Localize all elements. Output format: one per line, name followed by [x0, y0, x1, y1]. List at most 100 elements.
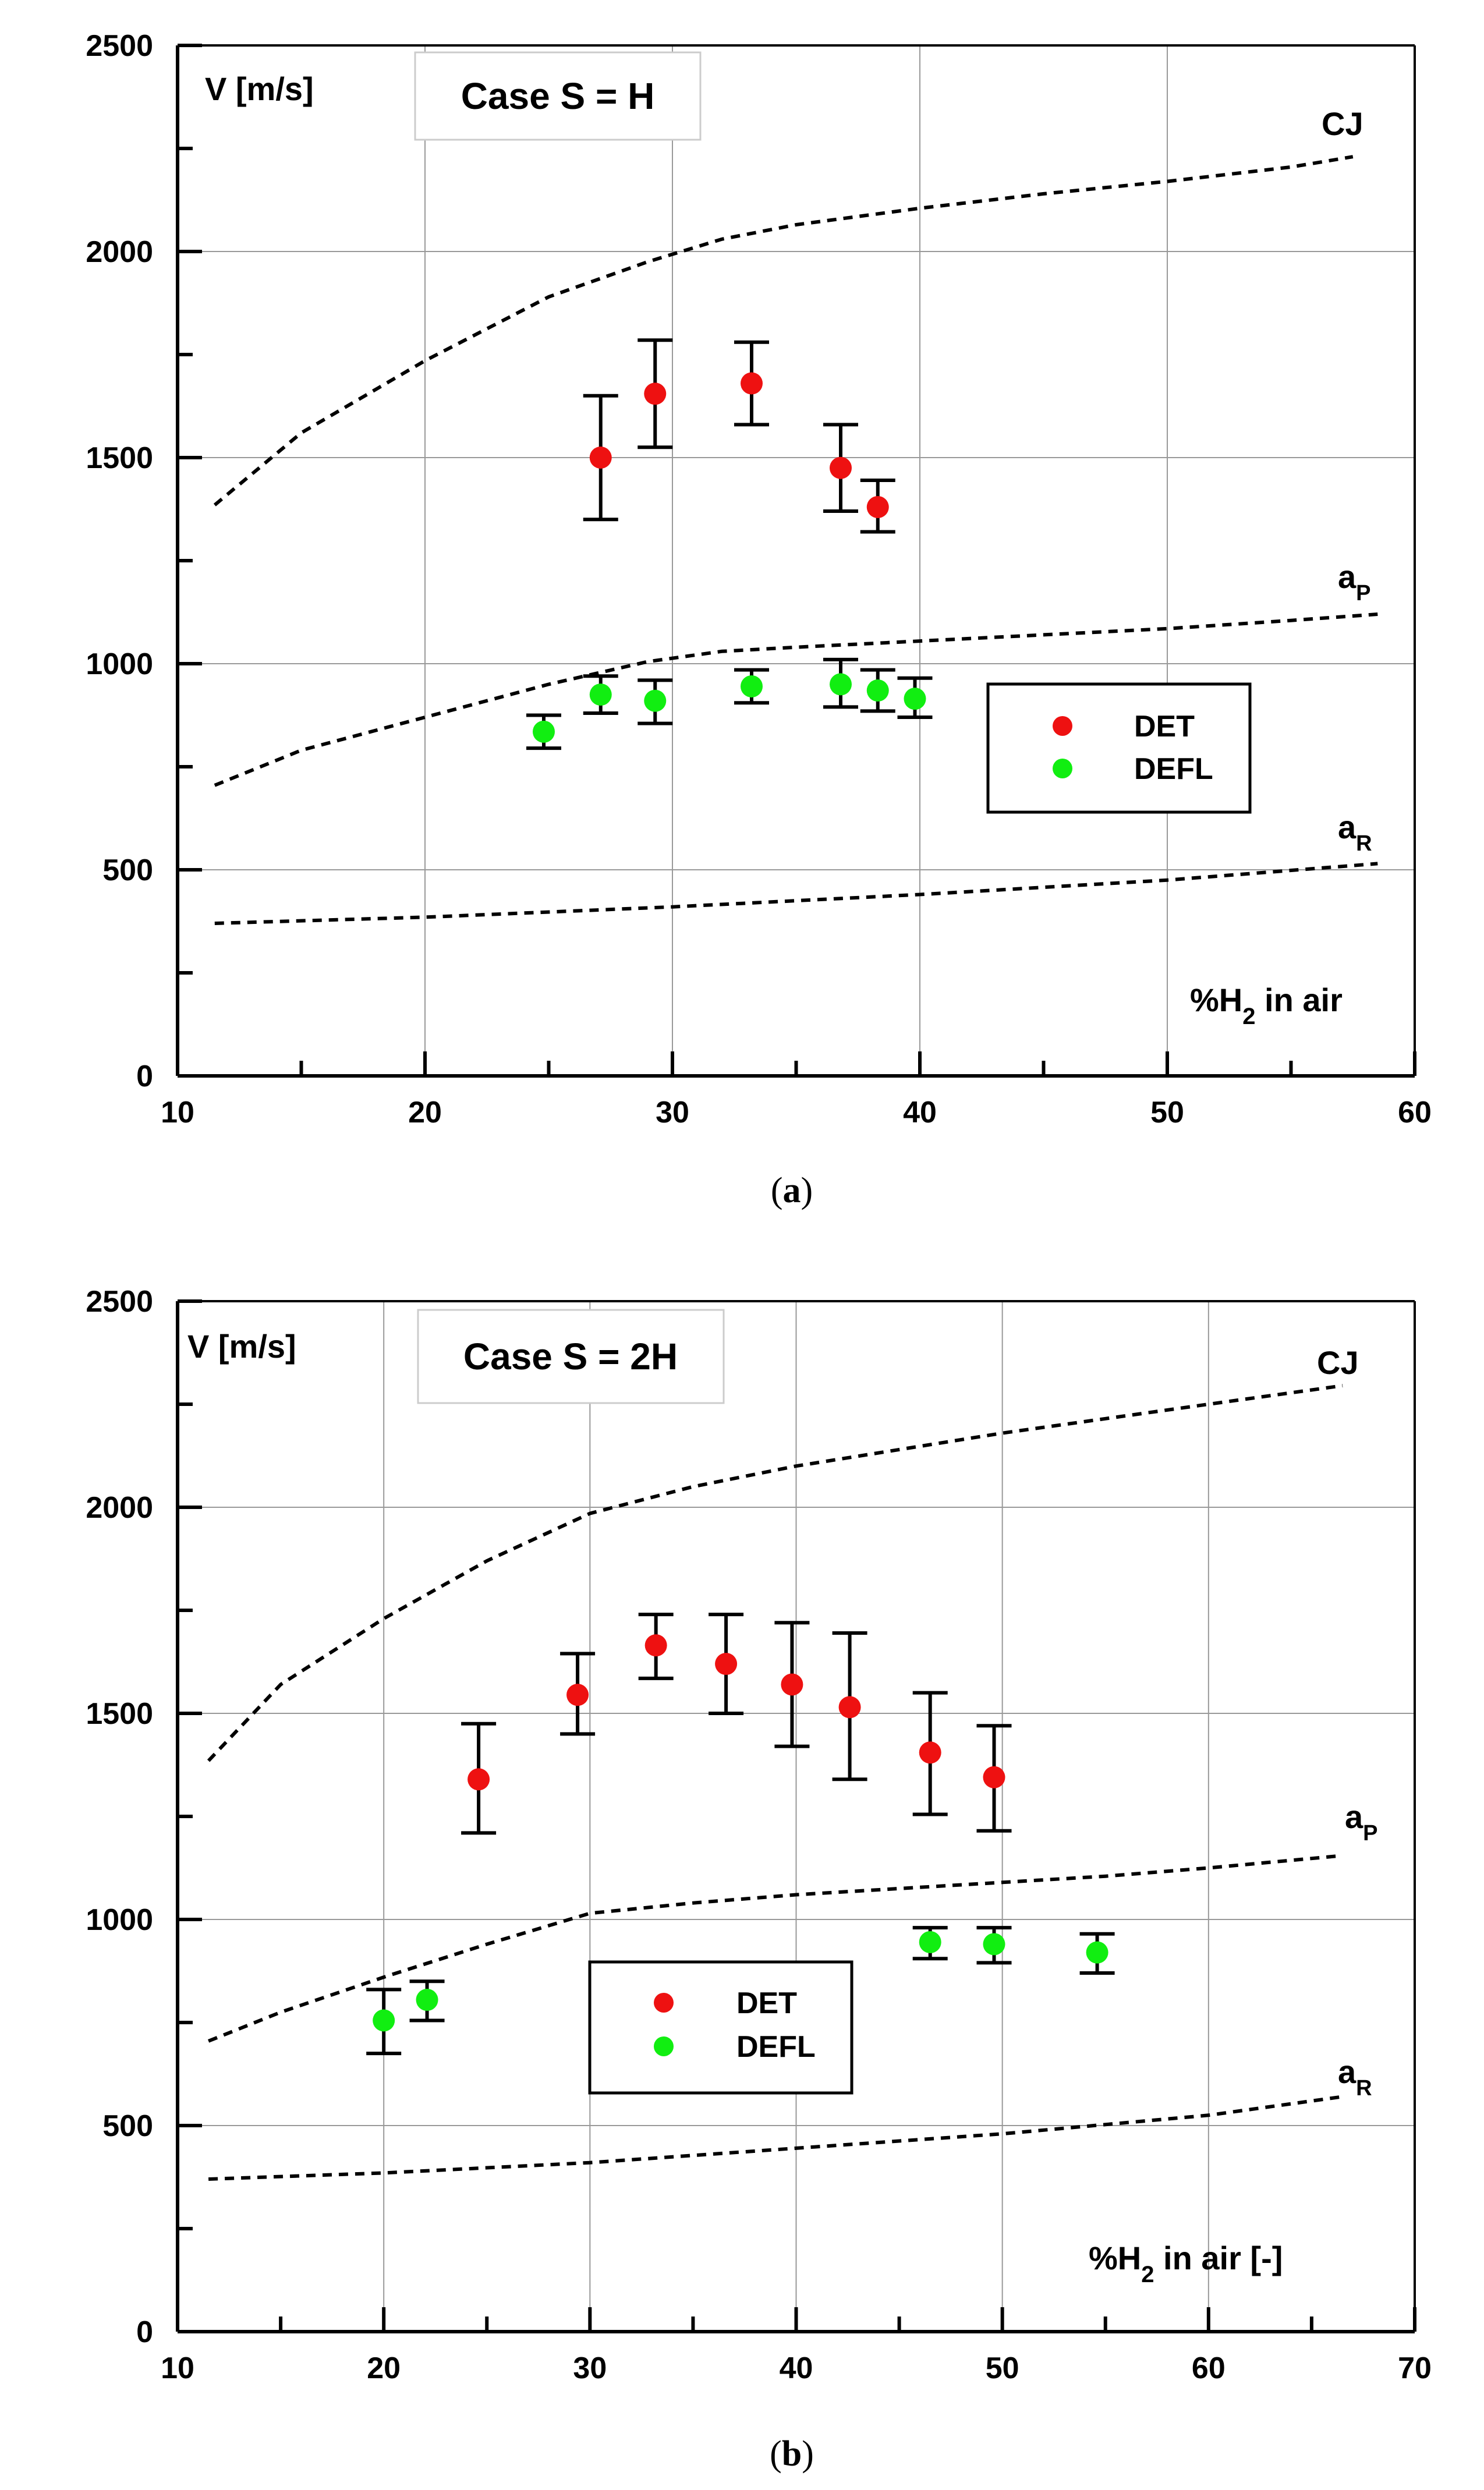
legend-defl-label: DEFL	[736, 2030, 816, 2064]
point-defl	[983, 1933, 1005, 1956]
data-points	[373, 1634, 1108, 2032]
y-tick-label: 2000	[86, 235, 153, 269]
x-tick-label: 20	[367, 2351, 401, 2385]
y-tick-label: 1000	[86, 1903, 153, 1937]
curve-ap	[214, 612, 1378, 787]
point-det	[919, 1741, 941, 1764]
point-det	[866, 495, 889, 518]
point-det	[830, 456, 852, 479]
curve-label-ar: aR	[1338, 809, 1372, 856]
gridlines	[178, 45, 1415, 1076]
x-axis-label: %H2 in air [-]	[1089, 2240, 1283, 2287]
point-defl	[1086, 1941, 1108, 1964]
x-tick-label: 60	[1192, 2351, 1226, 2385]
x-axis-label-sub: 2	[1242, 1004, 1255, 1029]
legend-det-marker	[1053, 716, 1072, 736]
point-det	[741, 372, 763, 395]
x-axis-label-suffix: in air	[1255, 982, 1342, 1018]
x-axis-label: %H2 in air	[1190, 982, 1343, 1029]
theory-curves	[213, 155, 1378, 925]
y-tick-label: 500	[102, 853, 153, 887]
point-det	[983, 1766, 1005, 1788]
case-title: Case S = 2H	[463, 1336, 678, 1377]
y-tick-label: 1000	[86, 647, 153, 681]
legend: DET DEFL	[588, 1960, 853, 2095]
legend: DET DEFL	[986, 682, 1252, 814]
curve-label-ap: aP	[1345, 1798, 1378, 1846]
annotations: V [m/s] Case S = H %H2 in air CJ aP aR	[205, 51, 1372, 1029]
case-title: Case S = H	[461, 75, 655, 117]
y-tick-label: 1500	[86, 441, 153, 475]
point-defl	[919, 1931, 941, 1953]
point-det	[838, 1696, 861, 1719]
data-points	[533, 372, 926, 743]
case-box	[414, 51, 702, 141]
y-tick-label: 1500	[86, 1697, 153, 1731]
x-tick-label: 30	[656, 1096, 689, 1129]
legend-defl-marker	[654, 2036, 674, 2056]
point-defl	[416, 1989, 438, 2011]
legend-box	[986, 682, 1252, 814]
point-det	[781, 1673, 803, 1696]
axes	[176, 44, 1416, 1078]
caption-a: (a)	[771, 1171, 813, 1210]
point-defl	[741, 675, 763, 697]
point-det	[467, 1768, 490, 1791]
curve-cj	[207, 1384, 1343, 1762]
legend-det-label: DET	[1134, 710, 1195, 743]
y-tick-label: 2000	[86, 1491, 153, 1525]
curve-cj	[213, 155, 1354, 506]
point-det	[566, 1684, 589, 1706]
point-det	[589, 447, 612, 469]
x-tick-label: 10	[161, 1096, 194, 1129]
curve-label-cj: CJ	[1322, 105, 1363, 142]
point-defl	[830, 673, 852, 696]
x-axis-label-suffix: in air [-]	[1154, 2240, 1283, 2276]
x-tick-label: 10	[161, 2351, 194, 2385]
x-tick-label: 40	[780, 2351, 813, 2385]
tick-labels: 10 20 30 40 50 60 70 0 500 1000 1500 2000 2500	[86, 1285, 1432, 2385]
x-axis-label-main: %H	[1089, 2240, 1141, 2276]
x-tick-label: 50	[986, 2351, 1019, 2385]
curve-ap	[207, 1854, 1343, 2043]
curve-label-cj: CJ	[1317, 1344, 1359, 1381]
curve-label-ap: aP	[1338, 558, 1371, 605]
y-tick-label: 0	[136, 2315, 153, 2349]
point-det	[644, 382, 667, 405]
point-defl	[644, 689, 667, 712]
x-tick-label: 70	[1398, 2351, 1432, 2385]
x-tick-label: 40	[903, 1096, 937, 1129]
point-det	[715, 1653, 738, 1676]
x-axis-label-sub: 2	[1141, 2262, 1154, 2287]
chart-panel-b: 10 20 30 40 50 60 70 0 500 1000 1500 2000 2500 V [m/…	[86, 1285, 1432, 2474]
x-tick-label: 60	[1398, 1096, 1432, 1129]
axes	[176, 1299, 1416, 2333]
annotations: V [m/s] Case S = 2H %H2 in air [-] CJ aP…	[187, 1309, 1378, 2287]
gridlines	[178, 1301, 1415, 2332]
caption-b: (b)	[770, 2434, 814, 2474]
y-tick-label: 2500	[86, 1285, 153, 1319]
point-defl	[904, 688, 926, 710]
legend-box	[588, 1960, 853, 2095]
tick-labels: 10 20 30 40 50 60 0 500 1000 1500 2000 2500	[86, 29, 1432, 1129]
curve-label-ar: aR	[1338, 2053, 1372, 2101]
curve-ar	[214, 862, 1378, 925]
y-axis-label: V [m/s]	[187, 1328, 296, 1365]
legend-defl-label: DEFL	[1134, 752, 1213, 786]
chart-panel-a: 10 20 30 40 50 60 0 500 1000 1500 2000 2500 V [m/s]…	[86, 29, 1432, 1210]
legend-defl-marker	[1053, 759, 1072, 778]
x-tick-label: 30	[573, 2351, 607, 2385]
y-tick-label: 0	[136, 1060, 153, 1093]
x-axis-label-main: %H	[1190, 982, 1242, 1018]
point-defl	[373, 2009, 395, 2032]
point-defl	[533, 720, 555, 743]
x-tick-label: 20	[408, 1096, 442, 1129]
x-tick-label: 50	[1150, 1096, 1184, 1129]
case-box	[417, 1309, 725, 1404]
point-defl	[589, 683, 612, 706]
legend-det-marker	[654, 1993, 674, 2013]
y-axis-label: V [m/s]	[205, 70, 314, 107]
y-tick-label: 2500	[86, 29, 153, 63]
curve-ar	[208, 2095, 1343, 2181]
